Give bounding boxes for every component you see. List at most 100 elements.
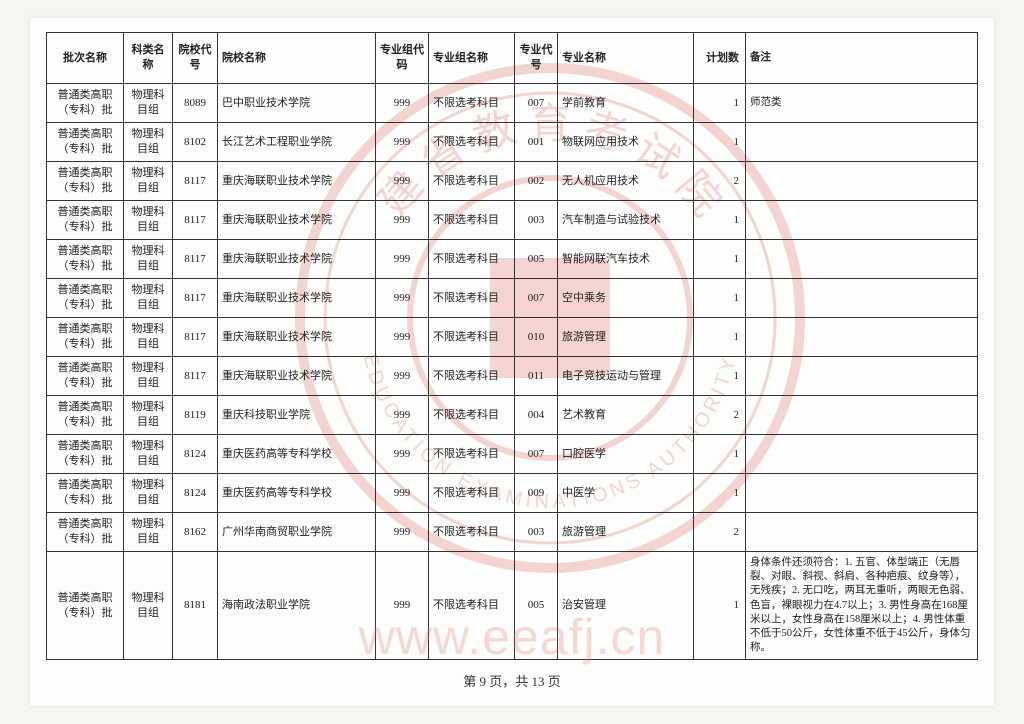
cell-batch: 普通类高职（专科）批	[47, 435, 124, 474]
cell-batch: 普通类高职（专科）批	[47, 396, 124, 435]
table-header-row: 批次名称 科类名称 院校代号 院校名称 专业组代码 专业组名称 专业代号 专业名…	[47, 33, 978, 84]
cell-remark	[746, 513, 978, 552]
cell-plan: 2	[694, 162, 746, 201]
cell-scode: 8089	[173, 84, 218, 123]
table-row: 普通类高职（专科）批物理科目组8117重庆海联职业技术学院999不限选考科目00…	[47, 240, 978, 279]
cell-gname: 不限选考科目	[429, 474, 515, 513]
cell-mcode: 005	[515, 240, 558, 279]
cell-scode: 8162	[173, 513, 218, 552]
cell-mname: 中医学	[558, 474, 694, 513]
document-page: 建 省 教 育 考 试 院 EDUCATION EXAMINATIONS AUT…	[30, 18, 994, 706]
cell-remark	[746, 396, 978, 435]
cell-sname: 重庆海联职业技术学院	[218, 318, 376, 357]
col-major-name: 专业名称	[558, 33, 694, 84]
table-row: 普通类高职（专科）批物理科目组8089巴中职业技术学院999不限选考科目007学…	[47, 84, 978, 123]
cell-gname: 不限选考科目	[429, 279, 515, 318]
cell-remark	[746, 279, 978, 318]
cell-cat: 物理科目组	[124, 552, 173, 660]
col-school-code: 院校代号	[173, 33, 218, 84]
cell-sname: 重庆海联职业技术学院	[218, 162, 376, 201]
cell-sname: 重庆海联职业技术学院	[218, 201, 376, 240]
cell-scode: 8102	[173, 123, 218, 162]
cell-gname: 不限选考科目	[429, 357, 515, 396]
col-group-name: 专业组名称	[429, 33, 515, 84]
cell-cat: 物理科目组	[124, 279, 173, 318]
col-group-code: 专业组代码	[376, 33, 429, 84]
cell-gcode: 999	[376, 357, 429, 396]
cell-gcode: 999	[376, 84, 429, 123]
col-category: 科类名称	[124, 33, 173, 84]
cell-gcode: 999	[376, 513, 429, 552]
cell-scode: 8117	[173, 318, 218, 357]
cell-mname: 艺术教育	[558, 396, 694, 435]
col-plan: 计划数	[694, 33, 746, 84]
cell-sname: 重庆医药高等专科学校	[218, 435, 376, 474]
cell-batch: 普通类高职（专科）批	[47, 162, 124, 201]
cell-batch: 普通类高职（专科）批	[47, 240, 124, 279]
cell-gcode: 999	[376, 435, 429, 474]
cell-scode: 8124	[173, 474, 218, 513]
cell-mcode: 001	[515, 123, 558, 162]
cell-remark	[746, 357, 978, 396]
cell-cat: 物理科目组	[124, 357, 173, 396]
cell-mcode: 003	[515, 201, 558, 240]
cell-mname: 物联网应用技术	[558, 123, 694, 162]
cell-cat: 物理科目组	[124, 513, 173, 552]
cell-gcode: 999	[376, 279, 429, 318]
cell-mname: 智能网联汽车技术	[558, 240, 694, 279]
cell-gname: 不限选考科目	[429, 396, 515, 435]
cell-plan: 1	[694, 201, 746, 240]
cell-cat: 物理科目组	[124, 240, 173, 279]
cell-mname: 空中乘务	[558, 279, 694, 318]
cell-scode: 8117	[173, 357, 218, 396]
cell-plan: 2	[694, 396, 746, 435]
cell-mname: 无人机应用技术	[558, 162, 694, 201]
cell-plan: 1	[694, 357, 746, 396]
table-row: 普通类高职（专科）批物理科目组8124重庆医药高等专科学校999不限选考科目00…	[47, 474, 978, 513]
cell-sname: 长江艺术工程职业学院	[218, 123, 376, 162]
cell-remark	[746, 318, 978, 357]
cell-gcode: 999	[376, 162, 429, 201]
table-row: 普通类高职（专科）批物理科目组8117重庆海联职业技术学院999不限选考科目00…	[47, 279, 978, 318]
cell-batch: 普通类高职（专科）批	[47, 201, 124, 240]
cell-scode: 8124	[173, 435, 218, 474]
cell-mcode: 005	[515, 552, 558, 660]
cell-plan: 1	[694, 435, 746, 474]
cell-remark	[746, 162, 978, 201]
cell-mcode: 011	[515, 357, 558, 396]
cell-mname: 学前教育	[558, 84, 694, 123]
cell-mname: 旅游管理	[558, 513, 694, 552]
cell-sname: 巴中职业技术学院	[218, 84, 376, 123]
cell-cat: 物理科目组	[124, 318, 173, 357]
cell-mcode: 007	[515, 84, 558, 123]
table-row: 普通类高职（专科）批物理科目组8124重庆医药高等专科学校999不限选考科目00…	[47, 435, 978, 474]
cell-gname: 不限选考科目	[429, 552, 515, 660]
cell-plan: 1	[694, 240, 746, 279]
cell-mname: 口腔医学	[558, 435, 694, 474]
col-remark: 备注	[746, 33, 978, 84]
table-row: 普通类高职（专科）批物理科目组8102长江艺术工程职业学院999不限选考科目00…	[47, 123, 978, 162]
cell-gname: 不限选考科目	[429, 123, 515, 162]
cell-gname: 不限选考科目	[429, 162, 515, 201]
cell-batch: 普通类高职（专科）批	[47, 357, 124, 396]
cell-mname: 旅游管理	[558, 318, 694, 357]
cell-gcode: 999	[376, 396, 429, 435]
cell-gname: 不限选考科目	[429, 201, 515, 240]
cell-cat: 物理科目组	[124, 162, 173, 201]
cell-sname: 重庆科技职业学院	[218, 396, 376, 435]
cell-batch: 普通类高职（专科）批	[47, 552, 124, 660]
table-row: 普通类高职（专科）批物理科目组8117重庆海联职业技术学院999不限选考科目00…	[47, 162, 978, 201]
cell-batch: 普通类高职（专科）批	[47, 474, 124, 513]
cell-plan: 1	[694, 552, 746, 660]
cell-gcode: 999	[376, 123, 429, 162]
cell-mcode: 009	[515, 474, 558, 513]
cell-batch: 普通类高职（专科）批	[47, 318, 124, 357]
cell-mcode: 007	[515, 279, 558, 318]
cell-batch: 普通类高职（专科）批	[47, 123, 124, 162]
cell-gname: 不限选考科目	[429, 435, 515, 474]
cell-mcode: 003	[515, 513, 558, 552]
cell-plan: 1	[694, 279, 746, 318]
cell-remark	[746, 123, 978, 162]
cell-scode: 8119	[173, 396, 218, 435]
cell-sname: 海南政法职业学院	[218, 552, 376, 660]
